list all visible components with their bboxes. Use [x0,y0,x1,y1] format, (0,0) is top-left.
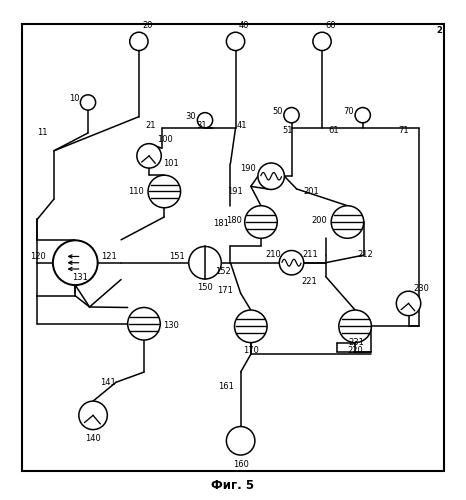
Text: 101: 101 [163,159,178,168]
Circle shape [226,426,255,455]
Text: 50: 50 [272,107,283,116]
Text: 140: 140 [85,434,101,443]
Circle shape [80,95,96,110]
Circle shape [137,144,161,168]
Text: 212: 212 [357,250,373,258]
Text: 21: 21 [145,121,156,130]
Text: 170: 170 [243,346,259,354]
Text: 100: 100 [157,135,172,144]
Text: 181: 181 [213,219,229,228]
Text: 30: 30 [186,112,196,121]
Circle shape [148,175,181,208]
Text: 191: 191 [227,187,243,196]
Text: 31: 31 [196,121,206,130]
Text: 200: 200 [311,216,327,225]
Text: 201: 201 [303,187,319,196]
Text: 150: 150 [197,283,213,292]
Circle shape [339,310,371,342]
Circle shape [79,401,107,430]
Circle shape [331,206,364,238]
Text: 141: 141 [100,378,116,387]
Text: 161: 161 [218,382,234,391]
Text: Фиг. 5: Фиг. 5 [212,478,254,492]
Circle shape [130,32,148,50]
Circle shape [234,310,267,342]
Circle shape [198,112,212,128]
Circle shape [128,308,160,340]
Text: 51: 51 [282,126,293,135]
Circle shape [245,206,277,238]
Circle shape [258,163,284,190]
Text: 180: 180 [226,216,242,225]
Text: 190: 190 [240,164,256,173]
Circle shape [189,246,221,279]
Text: 152: 152 [215,267,231,276]
Circle shape [226,32,245,50]
Text: 61: 61 [328,126,339,135]
Text: 131: 131 [72,274,88,282]
Circle shape [355,108,370,123]
Text: 210: 210 [266,250,281,258]
Text: 60: 60 [326,21,336,30]
Text: 120: 120 [30,252,46,260]
FancyBboxPatch shape [22,24,444,471]
Text: 151: 151 [170,252,185,260]
Text: 20: 20 [143,21,153,30]
Circle shape [313,32,331,50]
Text: 211: 211 [303,250,318,258]
Text: 70: 70 [343,107,354,116]
Text: 160: 160 [233,460,248,468]
Text: 40: 40 [239,21,250,30]
Circle shape [279,250,304,275]
Text: 171: 171 [217,286,233,295]
Text: 230: 230 [414,284,430,293]
Text: 2: 2 [436,26,442,35]
Circle shape [284,108,299,123]
Text: 220: 220 [347,346,363,354]
Text: 41: 41 [237,121,247,130]
Circle shape [53,240,98,285]
Circle shape [396,291,421,316]
Text: 11: 11 [37,128,47,138]
Text: 71: 71 [398,126,409,135]
Text: 10: 10 [69,94,79,103]
Text: 231: 231 [349,338,364,347]
Text: 221: 221 [301,277,317,286]
Text: 130: 130 [163,321,178,330]
Text: 110: 110 [128,187,144,196]
Text: 121: 121 [101,252,117,260]
